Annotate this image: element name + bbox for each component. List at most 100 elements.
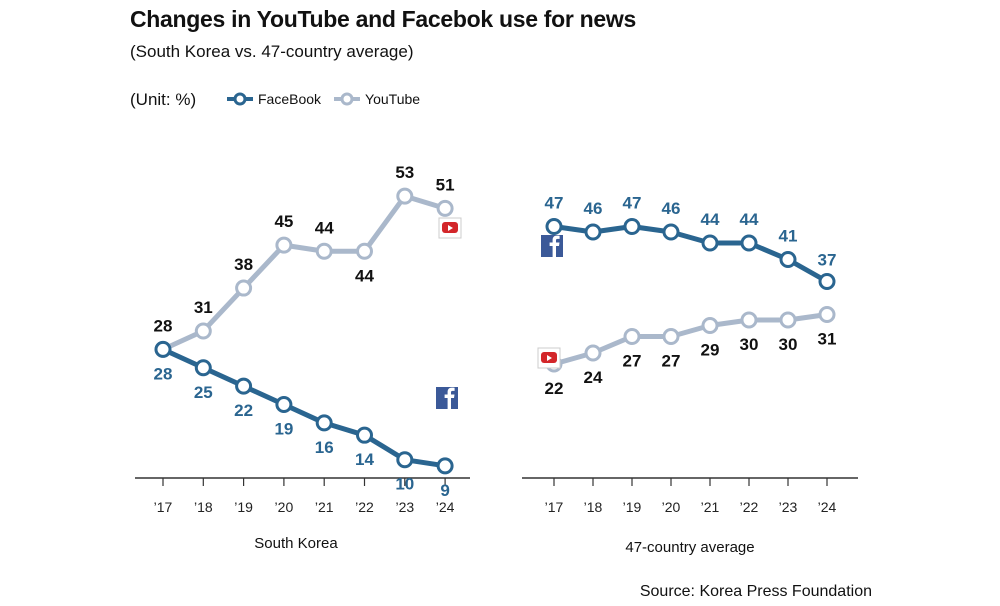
data-label-facebook: 16 [315,438,334,457]
data-label-youtube: 27 [623,352,642,371]
data-label-facebook: 46 [662,199,681,218]
data-point-youtube [275,236,293,254]
data-point-youtube [779,311,797,329]
data-point-youtube [701,317,719,334]
x-tick-label: ’18 [194,499,213,515]
data-point-facebook [584,223,602,241]
data-point-facebook [194,359,212,377]
unit-label: (Unit: %) [130,90,197,109]
data-label-youtube: 38 [234,255,253,274]
facebook-icon-square [541,235,563,257]
data-label-youtube: 44 [355,266,374,285]
legend-swatch-youtube [334,92,361,106]
youtube-icon [438,217,462,239]
data-label-facebook: 47 [545,194,564,213]
x-tick-label: ’21 [315,499,334,515]
data-label-youtube: 30 [740,335,759,354]
data-point-facebook [740,234,758,252]
data-point-youtube [396,187,414,205]
data-point-youtube [740,311,758,329]
x-tick-label: ’17 [154,499,173,515]
data-label-facebook: 37 [818,251,837,270]
data-label-youtube: 27 [662,352,681,371]
data-point-facebook [315,414,333,432]
chart-title: Changes in YouTube and Facebok use for n… [130,6,636,32]
x-tick-label: ’17 [545,499,564,515]
youtube-icon [537,347,561,369]
data-label-facebook: 47 [623,194,642,213]
data-label-youtube: 31 [818,330,837,349]
data-label-facebook: 44 [740,210,759,229]
facebook-icon [436,387,458,409]
data-label-facebook: 14 [355,450,374,469]
data-point-youtube [194,322,212,340]
data-label-youtube: 29 [701,341,720,360]
data-label-facebook: 25 [194,383,213,402]
data-point-facebook [545,218,563,235]
data-point-facebook [396,451,414,469]
panel-xlabel: South Korea [254,535,338,552]
data-point-youtube [235,279,253,297]
data-label-facebook: 9 [440,481,449,500]
data-point-youtube [315,242,333,260]
data-point-facebook [779,251,797,268]
facebook-icon-square [436,387,458,409]
data-label-youtube: 24 [584,368,603,387]
data-label-youtube: 51 [436,175,455,194]
data-point-facebook [662,223,680,241]
data-point-youtube [623,328,641,345]
data-label-facebook: 46 [584,199,603,218]
x-tick-label: ’23 [779,499,798,515]
legend-swatch-facebook [227,92,253,106]
data-point-youtube [662,328,680,345]
data-point-youtube [584,344,602,362]
x-tick-label: ’21 [701,499,720,515]
x-tick-label: ’22 [740,499,759,515]
data-point-facebook [436,457,454,475]
data-label-youtube: 30 [779,335,798,354]
panel-xlabel: 47-country average [625,539,754,556]
facebook-icon-f [444,387,455,409]
data-point-facebook [701,234,719,252]
data-point-facebook [356,426,373,444]
data-label-youtube: 53 [395,163,414,182]
facebook-icon-f [549,235,560,257]
x-tick-label: ’22 [355,499,374,515]
data-label-facebook: 10 [395,475,414,494]
legend-item-youtube: YouTube [333,91,420,107]
data-point-youtube [818,306,836,323]
x-tick-label: ’24 [818,499,837,515]
chart-subtitle: (South Korea vs. 47-country average) [130,42,414,61]
data-point-facebook [623,218,641,235]
data-label-youtube: 45 [274,212,293,231]
data-point-facebook [818,273,836,290]
x-tick-label: ’20 [662,499,681,515]
data-label-facebook: 28 [154,364,173,383]
x-tick-label: ’20 [275,499,294,515]
x-tick-label: ’18 [584,499,603,515]
data-point-youtube [436,199,454,217]
legend-label-youtube: YouTube [365,91,421,107]
x-tick-label: ’19 [234,499,253,515]
facebook-icon [541,235,563,257]
data-point-facebook [275,396,293,414]
data-label-facebook: 19 [274,420,293,439]
source-note: Source: Korea Press Foundation [639,583,872,600]
youtube-icon-play [547,355,552,361]
x-tick-label: ’23 [395,499,414,515]
chart-panel-1: ’17 ’18 ’19 ’20 ’21 ’22 ’23 ’24 South Korea 28 31 3… [135,163,470,552]
data-label-youtube: 28 [154,316,173,335]
youtube-icon-play [448,225,453,231]
legend: FaceBook YouTube [226,91,432,107]
data-label-youtube: 22 [545,379,564,398]
data-point-youtube [356,242,373,260]
data-point-facebook [154,340,172,358]
legend-label-facebook: FaceBook [258,91,322,107]
data-label-facebook: 44 [701,210,720,229]
data-label-youtube: 44 [315,218,334,237]
data-label-facebook: 41 [779,227,798,246]
x-tick-label: ’19 [623,499,642,515]
x-tick-label: ’24 [436,499,455,515]
legend-item-facebook: FaceBook [226,91,321,107]
